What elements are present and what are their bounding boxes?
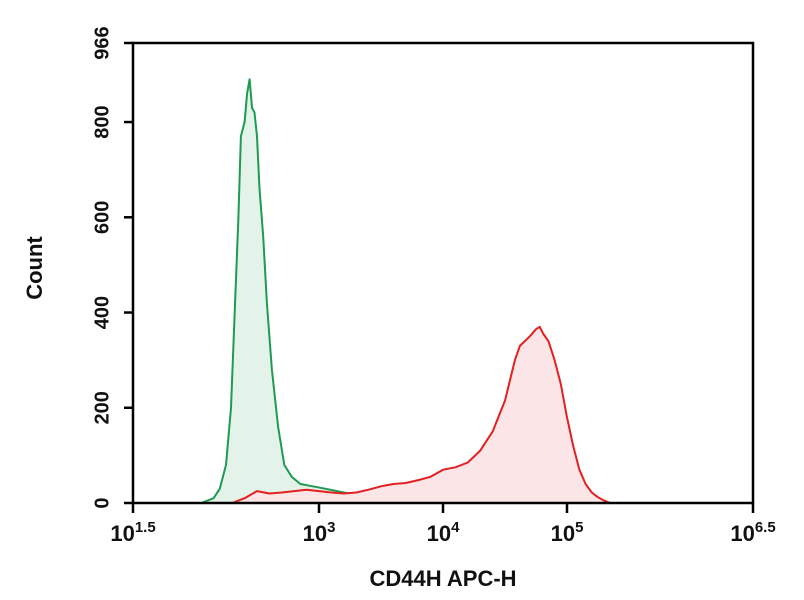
y-tick-label: 800 — [91, 105, 113, 138]
x-tick-label: 106.5 — [730, 519, 775, 546]
series-0-line — [200, 78, 456, 504]
y-tick-label: 200 — [91, 391, 113, 424]
x-axis-label: CD44H APC-H — [369, 566, 516, 591]
x-tick-exponent: 5 — [575, 519, 583, 536]
series-1-area — [232, 326, 611, 503]
series-0-area — [201, 79, 456, 503]
x-tick-label: 103 — [303, 519, 336, 546]
y-tick-label: 400 — [91, 296, 113, 329]
plot-frame — [131, 41, 755, 505]
x-tick-exponent: 6.5 — [755, 519, 776, 536]
y-tick-label: 600 — [91, 201, 113, 234]
x-tick-base: 10 — [427, 521, 451, 546]
y-tick-label: 966 — [91, 26, 113, 59]
y-axis-label: Count — [22, 236, 47, 300]
y-tick-label: 0 — [91, 497, 113, 508]
x-tick-exponent: 4 — [451, 519, 460, 536]
x-tick-label: 105 — [551, 519, 584, 546]
x-tick-base: 10 — [110, 521, 134, 546]
x-tick-label: 101.5 — [110, 519, 155, 546]
x-tick-base: 10 — [303, 521, 327, 546]
x-tick-base: 10 — [551, 521, 575, 546]
series-1-line — [231, 325, 611, 504]
x-tick-exponent: 3 — [327, 519, 335, 536]
x-tick-label: 104 — [427, 519, 460, 546]
x-tick-base: 10 — [730, 521, 754, 546]
series-layer — [200, 78, 611, 504]
x-tick-exponent: 1.5 — [135, 519, 156, 536]
